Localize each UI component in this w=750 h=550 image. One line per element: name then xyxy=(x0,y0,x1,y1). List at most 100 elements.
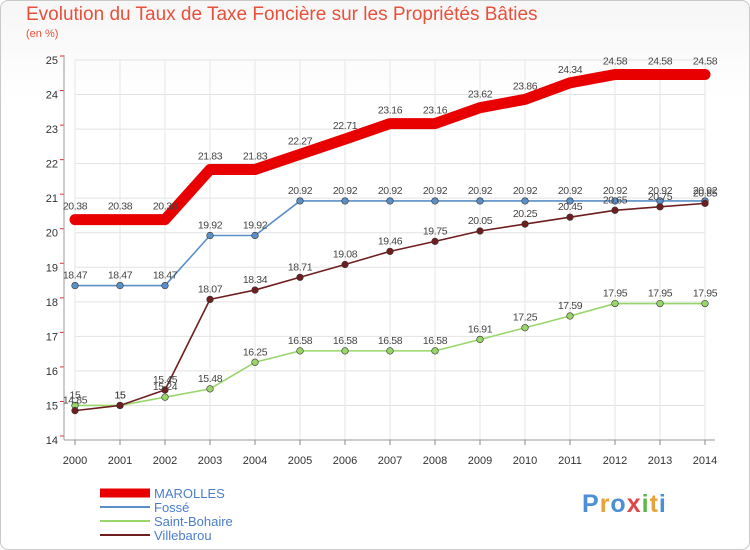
data-point xyxy=(296,347,304,355)
x-tick-label: 2011 xyxy=(558,455,582,467)
data-point xyxy=(161,386,169,394)
data-label: 23.16 xyxy=(423,105,448,117)
data-label: 19.92 xyxy=(198,219,223,231)
x-tick-label: 2005 xyxy=(288,455,312,467)
data-point xyxy=(521,197,529,205)
data-label: 19.46 xyxy=(378,235,403,247)
y-tick-label: 15 xyxy=(46,400,58,412)
data-point xyxy=(521,220,529,228)
x-tick-label: 2003 xyxy=(198,455,222,467)
data-point xyxy=(386,247,394,255)
data-label: 20.85 xyxy=(693,187,718,199)
logo-letter: x xyxy=(626,490,642,518)
data-label: 19.75 xyxy=(423,225,448,237)
data-point xyxy=(431,347,439,355)
data-label: 20.92 xyxy=(423,185,448,197)
data-point xyxy=(431,237,439,245)
data-label: 20.38 xyxy=(153,201,178,213)
data-point xyxy=(116,401,124,410)
x-tick-label: 2010 xyxy=(513,455,537,467)
data-point xyxy=(161,281,169,290)
x-tick-label: 2008 xyxy=(423,455,447,467)
y-unit-label: (en %) xyxy=(26,28,59,40)
data-label: 20.38 xyxy=(108,201,133,213)
data-label: 20.92 xyxy=(378,185,403,197)
legend-label: Saint-Bohaire xyxy=(154,514,233,529)
y-tick-label: 25 xyxy=(46,55,58,67)
data-point xyxy=(251,231,259,240)
data-label: 20.25 xyxy=(513,208,538,220)
data-label: 16.25 xyxy=(243,346,268,358)
y-tick-label: 19 xyxy=(46,262,58,274)
data-labels: 18.47 18.47 18.47 19.92 19.92 20.92 20.92 20.92… xyxy=(63,56,718,407)
data-label: 19.92 xyxy=(243,219,268,231)
data-label: 16.58 xyxy=(333,335,358,347)
data-point xyxy=(611,197,619,205)
data-label: 16.91 xyxy=(468,323,493,335)
y-tick-label: 18 xyxy=(46,297,58,309)
data-point xyxy=(611,299,619,308)
data-point xyxy=(386,347,394,355)
data-label: 16.58 xyxy=(378,335,403,347)
series-markers xyxy=(71,197,709,415)
data-label: 14.85 xyxy=(63,395,88,407)
legend-label: Fossé xyxy=(154,500,189,515)
data-point xyxy=(341,197,349,205)
data-point xyxy=(566,312,574,320)
data-label: 23.62 xyxy=(468,89,493,101)
data-label: 20.92 xyxy=(558,185,583,197)
data-point xyxy=(161,393,169,401)
y-tick-label: 21 xyxy=(46,193,58,205)
data-label: 22.71 xyxy=(333,120,358,132)
x-tick-label: 2004 xyxy=(243,455,267,467)
data-point xyxy=(341,347,349,355)
data-point xyxy=(521,324,529,332)
x-tick-label: 2000 xyxy=(63,455,87,467)
data-point xyxy=(296,197,304,205)
data-label: 20.45 xyxy=(558,201,583,213)
data-label: 20.92 xyxy=(288,185,313,197)
data-label: 15 xyxy=(70,389,81,401)
data-label: 20.92 xyxy=(333,185,358,197)
series-line-marolles xyxy=(69,69,711,226)
y-tick-label: 14 xyxy=(46,435,58,447)
data-label: 17.25 xyxy=(513,312,538,324)
data-point xyxy=(566,213,574,221)
data-label: 22.27 xyxy=(288,135,313,147)
data-point xyxy=(116,281,124,290)
data-label: 17.95 xyxy=(648,288,673,300)
data-point xyxy=(206,231,214,240)
y-tick-label: 23 xyxy=(46,124,58,136)
x-tick-label: 2013 xyxy=(648,455,672,467)
logo-letter: o xyxy=(610,490,627,518)
legend-label: MAROLLES xyxy=(154,486,225,501)
data-point xyxy=(566,197,574,205)
axes: 14 15 16 17 18 19 20 21 22 23 24 25 2000 2001 2002 2003… xyxy=(46,55,717,467)
data-point xyxy=(251,286,259,294)
data-label: 20.92 xyxy=(468,185,493,197)
y-tick-label: 22 xyxy=(46,159,58,171)
data-label: 20.92 xyxy=(693,185,718,197)
data-label: 20.38 xyxy=(63,201,88,213)
logo-letter: r xyxy=(599,490,611,518)
x-tick-label: 2007 xyxy=(378,455,402,467)
data-point xyxy=(701,299,709,308)
data-label: 23.86 xyxy=(513,80,538,92)
data-label: 19.08 xyxy=(333,249,358,261)
data-label: 24.58 xyxy=(693,56,718,68)
data-point xyxy=(296,273,304,281)
data-label: 24.34 xyxy=(558,64,583,76)
data-point xyxy=(701,199,709,207)
data-point xyxy=(71,281,79,290)
y-tick-label: 20 xyxy=(46,228,58,240)
data-label: 20.75 xyxy=(648,191,673,203)
data-label: 20.65 xyxy=(603,194,628,206)
data-point xyxy=(656,299,664,308)
logo-letter: i xyxy=(641,490,650,518)
y-tick-label: 24 xyxy=(46,90,58,102)
data-label: 15 xyxy=(115,389,126,401)
data-label: 15.24 xyxy=(153,381,178,393)
data-label: 15 xyxy=(115,389,126,401)
logo-letter: P xyxy=(582,490,600,518)
